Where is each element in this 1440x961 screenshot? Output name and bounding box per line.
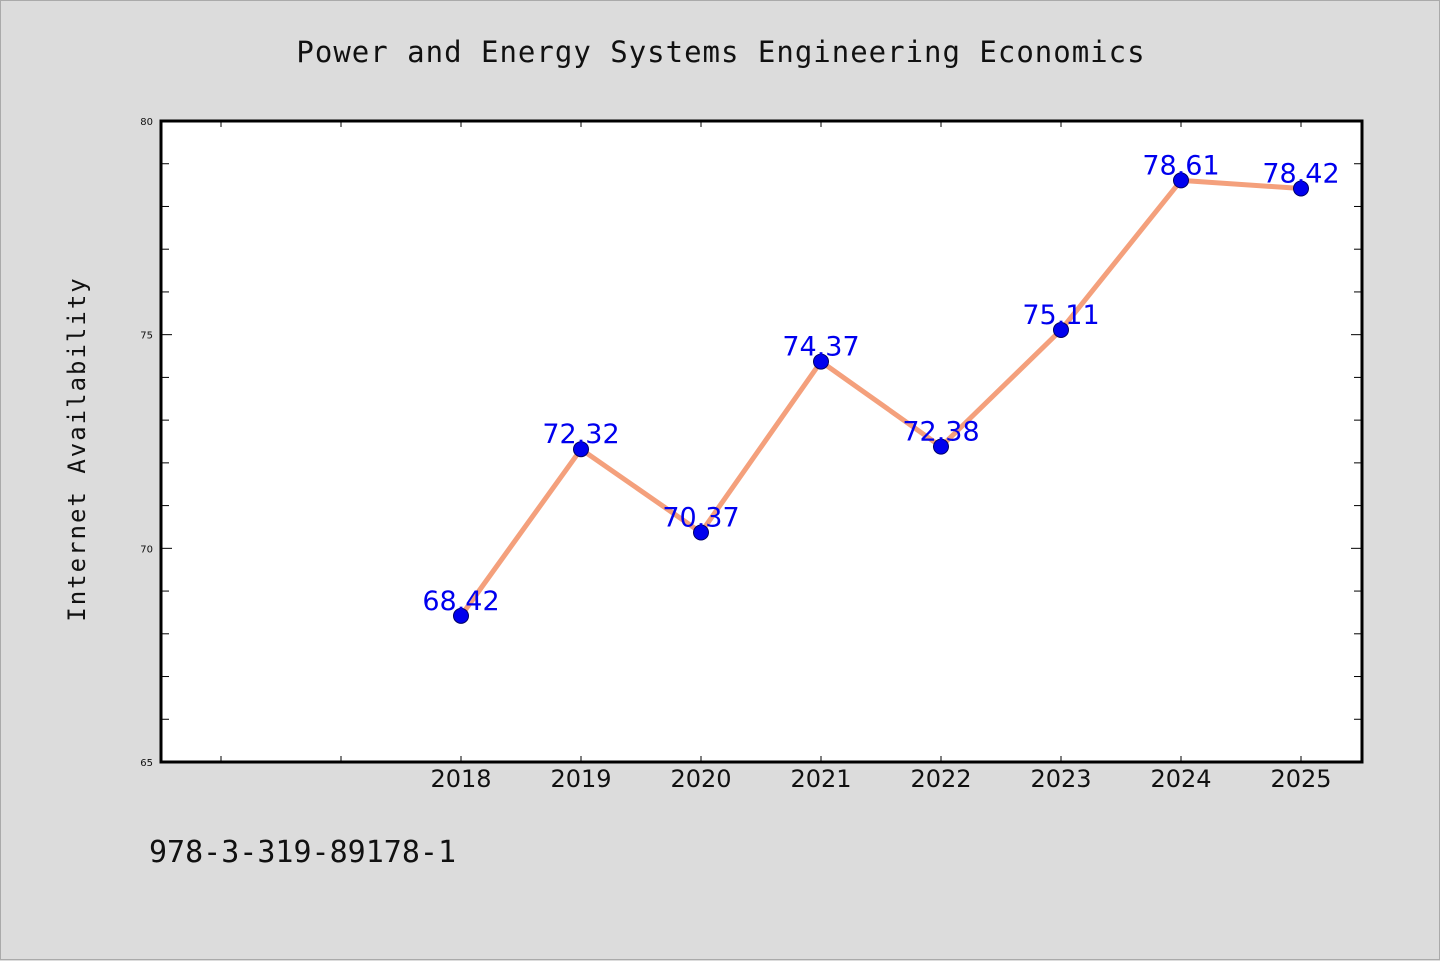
series-layer: 68.42 72.32 70.37 74.37 72.38 75.11 78.61 78.42: [422, 150, 1340, 624]
x-tick-label: 2018: [430, 765, 491, 793]
y-tick-label: 65: [140, 758, 153, 769]
data-label: 72.32: [542, 419, 619, 450]
x-tick-label: 2023: [1030, 765, 1091, 793]
data-point: [1053, 321, 1069, 338]
data-label: 74.37: [782, 332, 859, 363]
data-label: 68.42: [422, 586, 499, 617]
data-label: 70.37: [662, 503, 739, 534]
y-tick-label: 80: [140, 117, 153, 128]
data-point: [1293, 180, 1309, 197]
x-axis-ticks: 2018 2019 2020 2021 2022 2023 2024 2025: [220, 121, 1332, 793]
data-label: 78.42: [1262, 159, 1339, 190]
y-tick-label: 70: [140, 544, 153, 555]
data-point: [813, 353, 829, 370]
data-label: 78.61: [1142, 150, 1219, 181]
y-tick-label: 75: [140, 331, 153, 342]
data-label: 75.11: [1022, 300, 1099, 331]
plot-frame: [159, 119, 1364, 764]
plot-area: [161, 121, 1362, 762]
x-tick-label: 2019: [550, 765, 611, 793]
data-point: [573, 441, 589, 458]
chart-title: Power and Energy Systems Engineering Eco…: [296, 35, 1146, 69]
data-point: [693, 524, 709, 541]
data-point: [1173, 172, 1189, 189]
data-point: [453, 607, 469, 624]
data-label: 72.38: [902, 417, 979, 448]
isbn-caption: 978-3-319-89178-1: [149, 835, 457, 870]
x-tick-label: 2021: [790, 765, 851, 793]
x-tick-label: 2025: [1270, 765, 1331, 793]
series-line: [458, 177, 1304, 619]
x-tick-label: 2020: [670, 765, 731, 793]
data-point: [933, 438, 949, 455]
x-tick-label: 2022: [910, 765, 971, 793]
x-tick-label: 2024: [1150, 765, 1211, 793]
